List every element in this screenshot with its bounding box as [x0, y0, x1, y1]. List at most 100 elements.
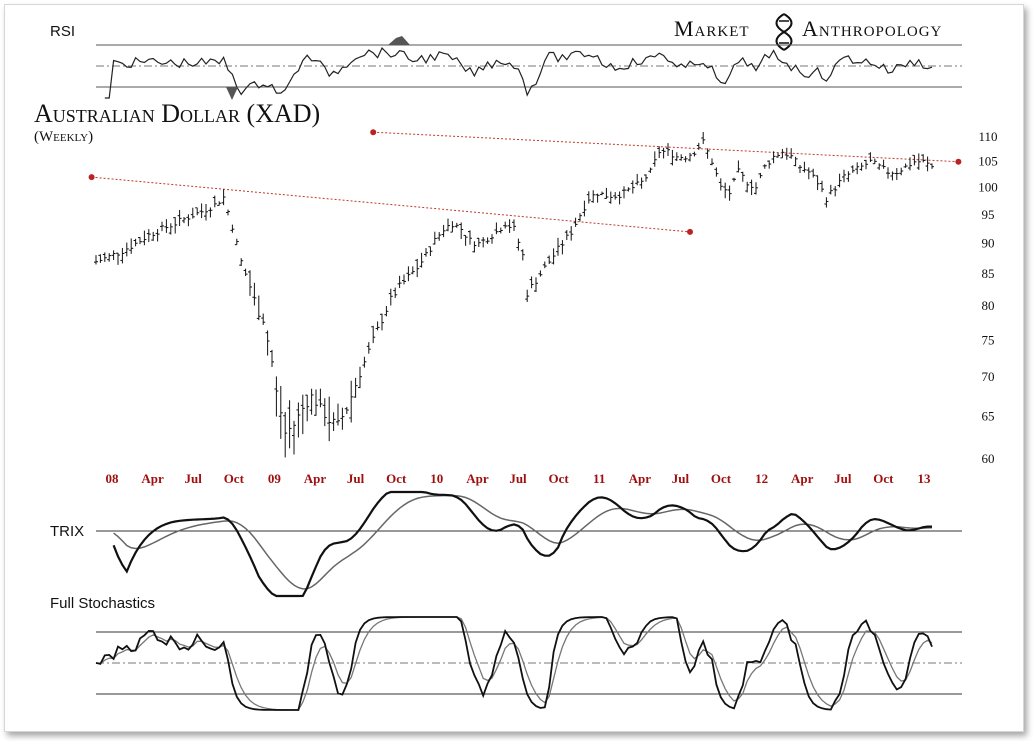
price-bar — [578, 213, 582, 222]
price-bar — [749, 179, 754, 196]
price-bar — [366, 342, 371, 354]
price-bar — [358, 366, 362, 389]
price-bar — [111, 250, 116, 261]
price-bar — [925, 156, 930, 172]
price-bar — [230, 224, 235, 233]
price-bar — [454, 222, 459, 228]
price-bar — [217, 201, 222, 206]
price-bar — [846, 171, 851, 182]
price-bar — [828, 184, 833, 195]
price-bar — [463, 234, 468, 246]
price-bar — [520, 249, 525, 261]
price-bar — [529, 276, 534, 289]
price-bar — [353, 377, 358, 398]
price-bar — [410, 266, 415, 275]
price-bar — [124, 242, 129, 257]
price-bar — [762, 164, 767, 169]
price-bar — [314, 389, 318, 416]
price-bar — [652, 151, 657, 167]
price-bar — [393, 287, 398, 298]
x-tick-label: Oct — [224, 471, 245, 486]
rsi-oversold-fill — [226, 87, 238, 100]
price-bar — [622, 186, 626, 199]
price-bar — [582, 200, 587, 217]
price-bar — [912, 154, 917, 166]
x-tick-label: 10 — [430, 471, 443, 486]
price-bar — [239, 258, 244, 267]
y-tick-label: 105 — [978, 154, 998, 169]
price-bar — [375, 321, 380, 331]
x-tick-label: Apr — [304, 471, 327, 486]
x-tick-label: Jul — [672, 471, 690, 486]
price-bar — [670, 149, 675, 166]
x-tick-label: 09 — [268, 471, 282, 486]
price-bar — [498, 227, 503, 234]
price-bar — [199, 203, 204, 219]
price-bar — [406, 266, 411, 282]
price-bar — [837, 173, 842, 188]
price-bar — [573, 217, 578, 227]
chart-subtitle: (Weekly) — [34, 129, 93, 145]
price-bar — [243, 268, 248, 277]
price-bar — [586, 191, 591, 204]
x-tick-label: Oct — [386, 471, 407, 486]
price-bar — [234, 238, 239, 246]
price-bar — [674, 152, 679, 162]
price-bar — [613, 192, 618, 200]
price-bar — [890, 171, 895, 181]
price-bar — [120, 247, 125, 264]
price-bar — [815, 175, 820, 191]
price-bar — [723, 182, 728, 199]
price-bar — [916, 153, 921, 170]
stoch-fast-line — [95, 616, 933, 711]
price-bar — [833, 186, 838, 197]
price-bar — [538, 270, 543, 277]
price-bar — [727, 185, 732, 201]
price-bar — [564, 230, 569, 241]
rsi-line — [104, 46, 933, 99]
price-bar — [877, 163, 882, 170]
price-bar — [459, 222, 464, 240]
price-bar — [551, 248, 556, 265]
price-bar — [485, 237, 490, 244]
price-bar — [793, 156, 798, 167]
brand-right: Anthropology — [802, 16, 942, 41]
price-bar — [921, 154, 926, 163]
price-bar — [261, 313, 266, 325]
price-bar — [424, 248, 428, 257]
price-bar — [639, 177, 644, 189]
price-bar — [432, 231, 437, 245]
price-bar — [617, 191, 622, 205]
price-bar — [305, 394, 310, 422]
price-bar — [138, 237, 142, 245]
price-bar — [481, 237, 486, 248]
price-bar — [380, 313, 384, 331]
price-bar — [221, 189, 226, 206]
price-bar — [388, 288, 393, 306]
price-bar — [133, 238, 138, 247]
trendlines — [88, 129, 962, 235]
price-bar — [94, 255, 98, 265]
price-bar — [204, 204, 208, 221]
y-tick-label: 75 — [982, 332, 995, 347]
price-bar — [534, 277, 538, 292]
price-bar — [173, 217, 178, 234]
price-bar — [322, 398, 327, 427]
price-bar — [274, 376, 279, 417]
price-bar — [859, 162, 864, 171]
price-bar — [226, 209, 230, 216]
price-bar — [362, 356, 367, 368]
price-bar — [446, 218, 450, 232]
price-bar — [155, 229, 160, 242]
price-bar — [177, 209, 182, 226]
price-bar — [190, 207, 195, 219]
price-bar — [696, 142, 701, 150]
price-bar — [415, 258, 420, 278]
price-bar — [182, 216, 186, 224]
price-bar — [102, 252, 107, 262]
x-tick-label: Apr — [141, 471, 164, 486]
x-tick-label: Apr — [466, 471, 489, 486]
x-tick-label: 13 — [918, 471, 932, 486]
price-bar — [344, 406, 349, 415]
price-bar — [252, 282, 257, 306]
